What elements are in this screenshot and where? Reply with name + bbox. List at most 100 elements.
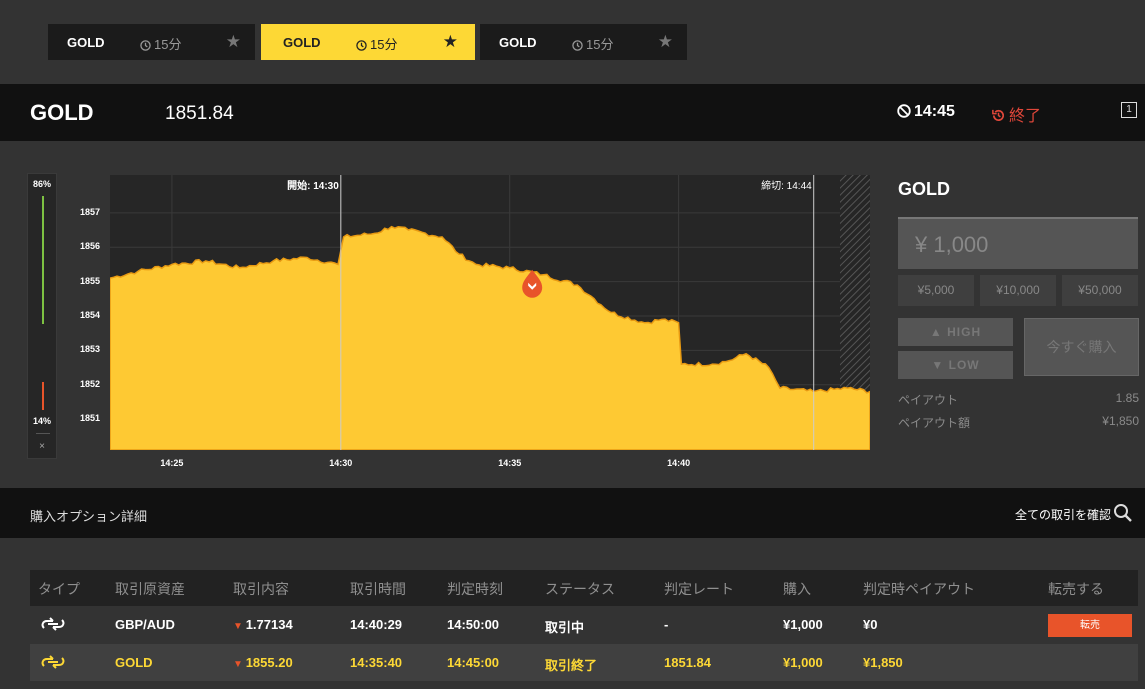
view-all-trades-link[interactable]: 全ての取引を確認 bbox=[1014, 508, 1111, 522]
asset-tab-3[interactable]: GOLD 15分 ★ bbox=[480, 24, 687, 60]
col-asset: 取引原資産 bbox=[115, 581, 185, 597]
high-icon: ▲ bbox=[929, 325, 948, 339]
table-row[interactable]: GOLD ▼ 1855.20 14:35:40 14:45:00 取引終了 18… bbox=[30, 644, 1138, 681]
star-icon[interactable]: ★ bbox=[225, 32, 241, 51]
payout-value: 1.85 bbox=[1115, 391, 1139, 405]
y-tick-label: 1856 bbox=[80, 241, 101, 252]
payout-amount-row: ペイアウト額 ¥1,850 bbox=[898, 414, 1139, 431]
search-icon[interactable] bbox=[1113, 503, 1133, 523]
high-button[interactable]: ▲ HIGH bbox=[898, 318, 1013, 346]
expiry-time: 14:45 bbox=[897, 103, 955, 121]
payout-row: ペイアウト 1.85 bbox=[898, 391, 1139, 408]
price-area bbox=[110, 225, 870, 450]
high-percentage: 86% bbox=[32, 179, 51, 189]
history-icon bbox=[992, 109, 1004, 121]
asset-tab-1[interactable]: GOLD 15分 ★ bbox=[48, 24, 255, 60]
cell-purchase: ¥1,000 bbox=[783, 617, 823, 632]
star-icon[interactable]: ★ bbox=[442, 32, 458, 51]
col-type: タイプ bbox=[38, 581, 80, 597]
x-tick-label: 14:40 bbox=[667, 458, 691, 468]
type-icon bbox=[41, 617, 65, 631]
col-judge-time: 判定時刻 bbox=[447, 581, 503, 597]
down-arrow-icon: ▼ bbox=[233, 659, 246, 670]
clock-icon bbox=[356, 40, 367, 51]
high-bar bbox=[42, 196, 44, 324]
preset-50000-button[interactable]: ¥50,000 bbox=[1062, 275, 1138, 306]
preset-10000-button[interactable]: ¥10,000 bbox=[980, 275, 1056, 306]
col-content: 取引内容 bbox=[233, 581, 289, 597]
col-resell: 転売する bbox=[1048, 581, 1104, 597]
resell-button[interactable]: 転売 bbox=[1048, 614, 1132, 637]
price-chart[interactable]: 開始: 14:30 締切: 14:44 bbox=[110, 175, 870, 450]
table-header: タイプ 取引原資産 取引内容 取引時間 判定時刻 ステータス 判定レート 購入 … bbox=[30, 570, 1138, 606]
amount-input[interactable]: ¥ 1,000 bbox=[898, 217, 1138, 269]
y-tick-label: 1857 bbox=[80, 206, 101, 217]
clock-icon bbox=[140, 40, 151, 51]
low-button[interactable]: ▼ LOW bbox=[898, 351, 1013, 379]
cell-payout: ¥1,850 bbox=[863, 655, 903, 670]
x-tick-label: 14:35 bbox=[498, 458, 522, 468]
details-title: 購入オプション詳細 bbox=[30, 509, 148, 524]
tab-duration: 15分 bbox=[140, 34, 181, 53]
cell-purchase: ¥1,000 bbox=[783, 655, 823, 670]
expand-icon[interactable]: 1 bbox=[1121, 102, 1137, 118]
cell-status: 取引中 bbox=[545, 620, 585, 635]
asset-tab-2[interactable]: GOLD 15分 ★ bbox=[261, 24, 475, 60]
tab-asset-label: GOLD bbox=[283, 35, 321, 50]
col-payout: 判定時ペイアウト bbox=[863, 581, 975, 597]
col-purchase: 購入 bbox=[783, 581, 811, 597]
clock-icon bbox=[572, 40, 583, 51]
cell-payout: ¥0 bbox=[863, 617, 878, 632]
payout-amount-value: ¥1,850 bbox=[1102, 414, 1139, 428]
status-ended: 終了 bbox=[991, 102, 1041, 126]
y-tick-label: 1854 bbox=[80, 309, 101, 320]
col-rate: 判定レート bbox=[664, 581, 734, 597]
preset-5000-button[interactable]: ¥5,000 bbox=[898, 275, 974, 306]
x-tick-label: 14:30 bbox=[329, 458, 353, 468]
cell-status: 取引終了 bbox=[545, 658, 598, 673]
star-icon[interactable]: ★ bbox=[657, 32, 673, 51]
cell-content: ▼ 1855.20 bbox=[233, 655, 293, 670]
cell-asset: GOLD bbox=[115, 655, 153, 670]
cell-judge-time: 14:50:00 bbox=[447, 617, 500, 632]
cell-time: 14:35:40 bbox=[350, 655, 403, 670]
payout-amount-label: ペイアウト額 bbox=[898, 416, 971, 430]
entry-marker-icon bbox=[522, 269, 543, 298]
tab-asset-label: GOLD bbox=[499, 35, 537, 50]
asset-header: GOLD 1851.84 14:45 終了 1 bbox=[0, 84, 1145, 141]
tab-duration: 15分 bbox=[572, 34, 613, 53]
cell-rate: - bbox=[664, 617, 669, 632]
col-status: ステータス bbox=[545, 581, 615, 597]
sentiment-indicator: 86% 14% × bbox=[27, 173, 57, 459]
close-icon[interactable]: × bbox=[39, 441, 45, 452]
buy-now-button[interactable]: 今すぐ購入 bbox=[1024, 318, 1139, 376]
low-icon: ▼ bbox=[931, 358, 949, 372]
payout-label: ペイアウト bbox=[898, 393, 959, 407]
divider bbox=[36, 433, 50, 434]
low-percentage: 14% bbox=[32, 416, 51, 426]
cell-rate: 1851.84 bbox=[664, 655, 711, 670]
col-time: 取引時間 bbox=[350, 581, 406, 597]
y-tick-label: 1851 bbox=[80, 413, 101, 424]
x-tick-label: 14:25 bbox=[160, 458, 184, 468]
cell-asset: GBP/AUD bbox=[115, 617, 175, 632]
cell-time: 14:40:29 bbox=[350, 617, 403, 632]
tab-asset-label: GOLD bbox=[67, 35, 105, 50]
panel-asset: GOLD bbox=[898, 179, 950, 199]
y-tick-label: 1853 bbox=[80, 344, 101, 355]
y-tick-label: 1855 bbox=[80, 275, 101, 286]
cell-content: ▼ 1.77134 bbox=[233, 617, 293, 632]
cell-judge-time: 14:45:00 bbox=[447, 655, 500, 670]
details-bar: 購入オプション詳細 全ての取引を確認 bbox=[0, 488, 1145, 538]
start-label: 開始: 14:30 bbox=[287, 179, 339, 192]
amount-value: ¥ 1,000 bbox=[915, 232, 989, 257]
table-row[interactable]: GBP/AUD ▼ 1.77134 14:40:29 14:50:00 取引中 … bbox=[30, 606, 1138, 643]
asset-name: GOLD bbox=[30, 100, 94, 125]
type-icon bbox=[41, 655, 65, 669]
current-price: 1851.84 bbox=[165, 103, 234, 124]
down-arrow-icon: ▼ bbox=[233, 621, 246, 632]
no-entry-icon bbox=[897, 104, 911, 118]
tab-duration: 15分 bbox=[356, 34, 397, 53]
y-tick-label: 1852 bbox=[80, 378, 101, 389]
low-bar bbox=[42, 382, 44, 410]
